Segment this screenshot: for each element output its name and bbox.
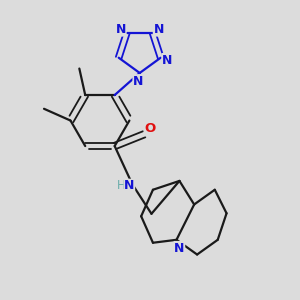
Text: N: N	[116, 23, 126, 36]
Text: N: N	[162, 54, 172, 67]
Text: N: N	[133, 75, 143, 88]
Text: O: O	[144, 122, 156, 136]
Text: N: N	[124, 179, 135, 192]
Text: H: H	[117, 179, 126, 192]
Text: N: N	[153, 23, 164, 36]
Text: N: N	[174, 242, 184, 254]
